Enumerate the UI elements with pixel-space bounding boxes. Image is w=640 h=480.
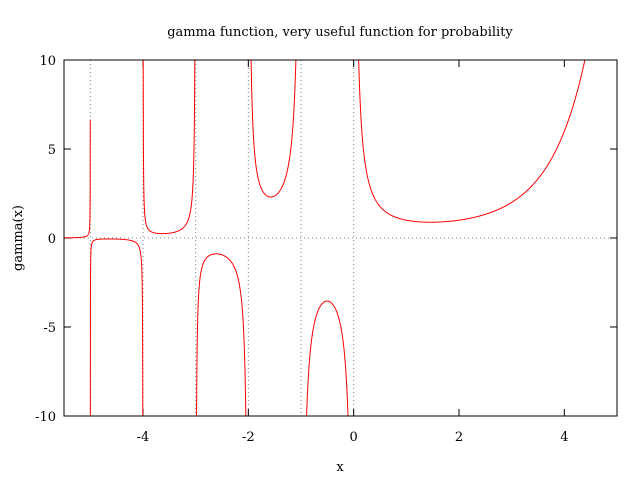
- gamma-curve: [64, 59, 586, 417]
- x-tick-label: 4: [560, 430, 568, 445]
- y-tick-label: 10: [39, 54, 56, 69]
- y-tick-label: -5: [43, 321, 56, 336]
- y-tick-label: 5: [48, 143, 56, 158]
- y-axis-label: gamma(x): [11, 205, 26, 271]
- plot-frame: [63, 59, 618, 417]
- x-tick-label: 2: [455, 430, 463, 445]
- y-tick-label: 0: [48, 232, 56, 247]
- chart-title: gamma function, very useful function for…: [167, 25, 513, 40]
- tick-labels: -4 -2 0 2 4 -10 -5 0 5 10: [35, 54, 568, 445]
- x-tick-label: -2: [242, 430, 255, 445]
- x-tick-label: -4: [137, 430, 150, 445]
- x-tick-label: 0: [350, 430, 358, 445]
- x-axis-label: x: [336, 460, 344, 475]
- series-line-gamma: [64, 59, 586, 417]
- y-tick-label: -10: [35, 410, 56, 425]
